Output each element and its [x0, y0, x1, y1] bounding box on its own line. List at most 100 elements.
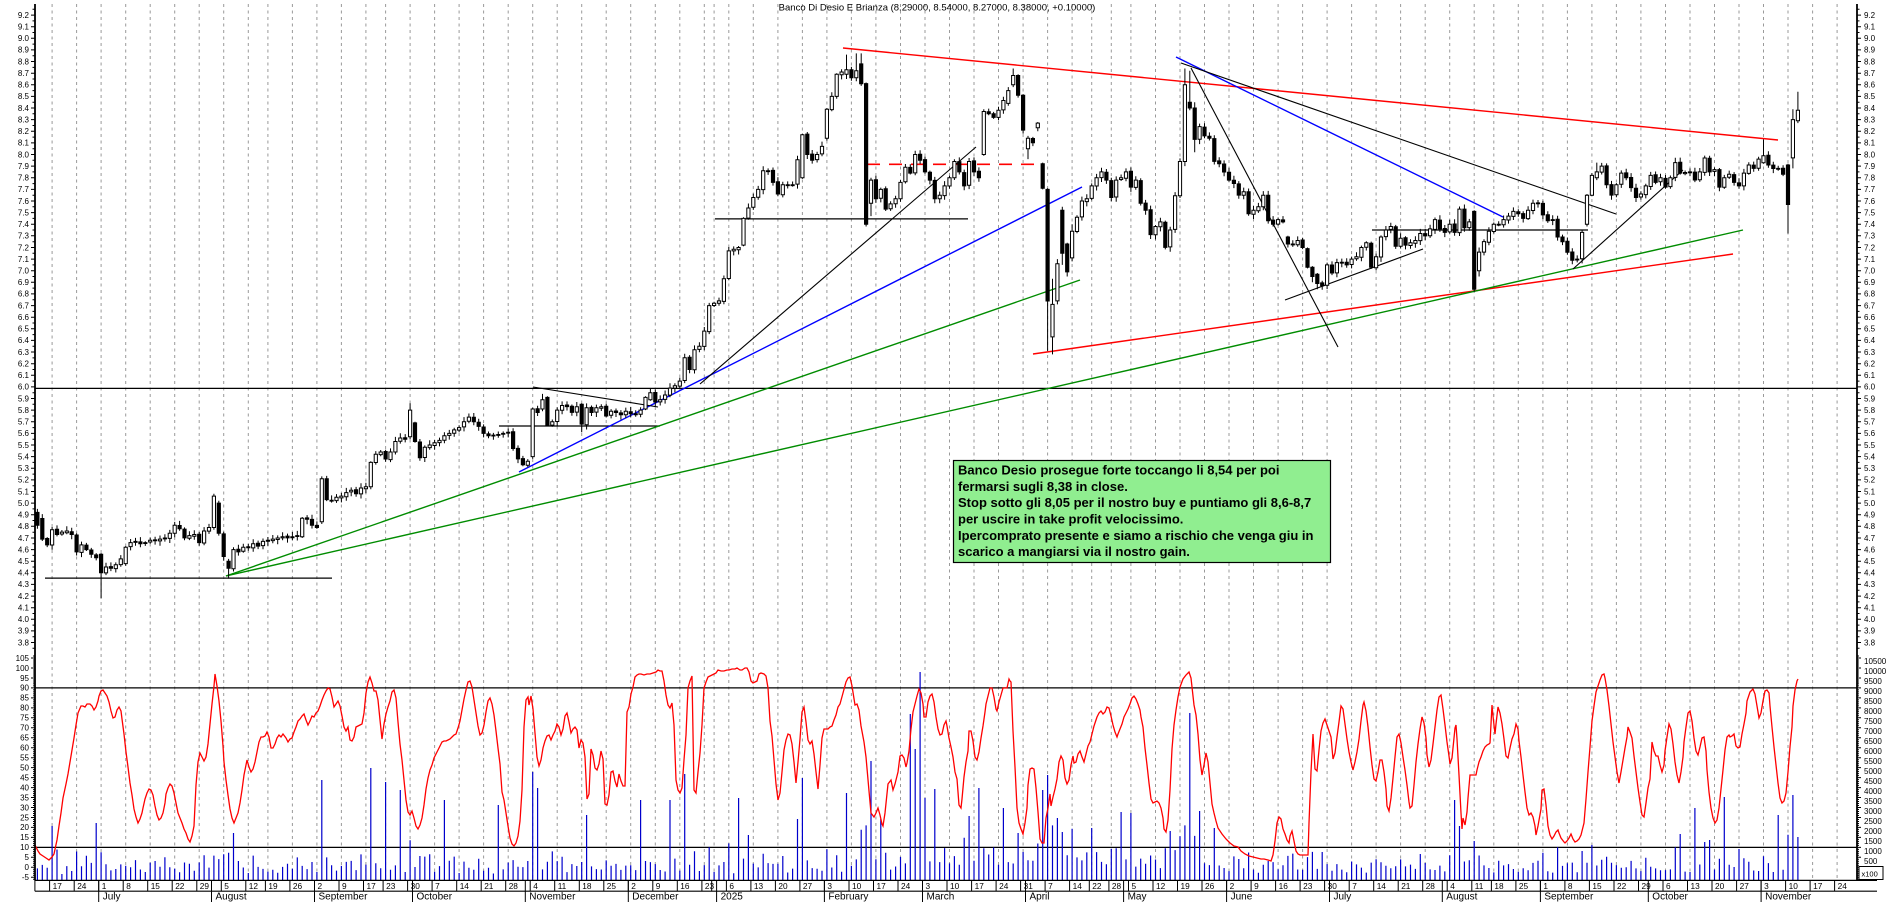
svg-text:June: June — [1231, 892, 1253, 903]
svg-text:28: 28 — [509, 881, 519, 891]
svg-text:95: 95 — [20, 674, 29, 683]
svg-text:7.5: 7.5 — [1864, 208, 1876, 217]
svg-text:10000: 10000 — [1864, 667, 1887, 676]
svg-text:7.1: 7.1 — [18, 255, 30, 264]
svg-text:6.9: 6.9 — [1864, 278, 1876, 287]
svg-text:8.3: 8.3 — [18, 115, 30, 124]
svg-text:21: 21 — [1401, 881, 1411, 891]
svg-text:December: December — [632, 892, 679, 903]
svg-text:8.1: 8.1 — [1864, 139, 1876, 148]
svg-text:3.9: 3.9 — [1864, 627, 1876, 636]
svg-text:6.7: 6.7 — [1864, 301, 1876, 310]
svg-text:1500: 1500 — [1864, 837, 1882, 846]
svg-text:9500: 9500 — [1864, 677, 1882, 686]
svg-text:7.8: 7.8 — [1864, 174, 1876, 183]
svg-text:10: 10 — [20, 843, 29, 852]
svg-text:1: 1 — [1543, 881, 1548, 891]
svg-text:4.4: 4.4 — [1864, 569, 1876, 578]
svg-text:5: 5 — [25, 853, 30, 862]
svg-text:6.1: 6.1 — [1864, 371, 1876, 380]
svg-text:8.6: 8.6 — [1864, 81, 1876, 90]
svg-text:Banco Di Desio E Brianza (8.29: Banco Di Desio E Brianza (8.29000, 8.540… — [779, 3, 1096, 14]
svg-text:5.5: 5.5 — [18, 441, 30, 450]
svg-text:6.9: 6.9 — [18, 278, 30, 287]
svg-text:12: 12 — [1156, 881, 1166, 891]
svg-text:29: 29 — [200, 881, 210, 891]
svg-text:4.8: 4.8 — [18, 522, 30, 531]
svg-text:17: 17 — [1813, 881, 1823, 891]
svg-text:November: November — [1765, 892, 1812, 903]
svg-text:26: 26 — [1205, 881, 1215, 891]
svg-text:1: 1 — [102, 881, 107, 891]
svg-text:22: 22 — [1617, 881, 1627, 891]
svg-text:6: 6 — [729, 881, 734, 891]
svg-text:5.8: 5.8 — [1864, 406, 1876, 415]
svg-text:5.1: 5.1 — [18, 487, 30, 496]
svg-text:5.4: 5.4 — [18, 452, 30, 461]
svg-text:6.5: 6.5 — [1864, 325, 1876, 334]
svg-text:4.3: 4.3 — [1864, 580, 1876, 589]
svg-text:8.1: 8.1 — [18, 139, 30, 148]
svg-text:5.0: 5.0 — [1864, 499, 1876, 508]
svg-text:7500: 7500 — [1864, 717, 1882, 726]
svg-text:5.3: 5.3 — [1864, 464, 1876, 473]
svg-text:7.5: 7.5 — [18, 208, 30, 217]
svg-text:70: 70 — [20, 724, 29, 733]
svg-text:7000: 7000 — [1864, 727, 1882, 736]
svg-text:9: 9 — [656, 881, 661, 891]
svg-text:11: 11 — [1475, 881, 1484, 891]
svg-text:23: 23 — [705, 881, 715, 891]
svg-text:October: October — [1652, 892, 1688, 903]
svg-text:5.6: 5.6 — [1864, 429, 1876, 438]
svg-text:6.4: 6.4 — [18, 336, 30, 345]
svg-text:7.2: 7.2 — [18, 243, 30, 252]
svg-text:4.6: 4.6 — [1864, 545, 1876, 554]
svg-text:9.1: 9.1 — [18, 23, 30, 32]
svg-text:80: 80 — [20, 704, 29, 713]
svg-text:2: 2 — [631, 881, 636, 891]
svg-text:4.2: 4.2 — [18, 592, 30, 601]
svg-text:26: 26 — [293, 881, 303, 891]
svg-text:9.2: 9.2 — [18, 11, 30, 20]
svg-text:0: 0 — [25, 863, 30, 872]
svg-text:February: February — [828, 892, 868, 903]
svg-text:5.6: 5.6 — [18, 429, 30, 438]
svg-text:March: March — [927, 892, 955, 903]
svg-text:per uscire in take profit velo: per uscire in take profit velocissimo. — [958, 512, 1183, 527]
svg-text:8.8: 8.8 — [1864, 57, 1876, 66]
svg-text:-5: -5 — [22, 873, 30, 882]
svg-text:7: 7 — [435, 881, 440, 891]
svg-text:7.2: 7.2 — [1864, 243, 1876, 252]
svg-text:7.3: 7.3 — [18, 232, 30, 241]
svg-text:7.3: 7.3 — [1864, 232, 1876, 241]
svg-text:5.2: 5.2 — [1864, 476, 1876, 485]
svg-text:24: 24 — [77, 881, 87, 891]
svg-text:9000: 9000 — [1864, 687, 1882, 696]
svg-text:23: 23 — [386, 881, 396, 891]
svg-text:7.7: 7.7 — [18, 185, 30, 194]
svg-text:4.1: 4.1 — [18, 604, 30, 613]
svg-text:6.4: 6.4 — [1864, 336, 1876, 345]
svg-text:7: 7 — [1048, 881, 1053, 891]
svg-text:8.0: 8.0 — [18, 150, 30, 159]
svg-text:15: 15 — [1592, 881, 1602, 891]
svg-text:25: 25 — [1519, 881, 1529, 891]
svg-text:9.1: 9.1 — [1864, 23, 1876, 32]
svg-text:17: 17 — [877, 881, 887, 891]
svg-text:5.7: 5.7 — [18, 418, 30, 427]
svg-text:18: 18 — [582, 881, 592, 891]
svg-text:May: May — [1128, 892, 1147, 903]
svg-text:6.2: 6.2 — [18, 360, 30, 369]
svg-text:2025: 2025 — [721, 892, 744, 903]
svg-text:4.9: 4.9 — [1864, 511, 1876, 520]
svg-text:13: 13 — [754, 881, 764, 891]
svg-text:5.9: 5.9 — [18, 394, 30, 403]
svg-text:fermarsi sugli 8,38 in close.: fermarsi sugli 8,38 in close. — [958, 479, 1128, 494]
svg-text:5500: 5500 — [1864, 757, 1882, 766]
svg-text:3.8: 3.8 — [18, 638, 30, 647]
svg-text:Banco Desio prosegue forte toc: Banco Desio prosegue forte toccango li 8… — [958, 463, 1279, 478]
svg-text:8.4: 8.4 — [18, 104, 30, 113]
svg-text:24: 24 — [1838, 881, 1848, 891]
svg-text:2: 2 — [1230, 881, 1235, 891]
svg-text:6.6: 6.6 — [18, 313, 30, 322]
